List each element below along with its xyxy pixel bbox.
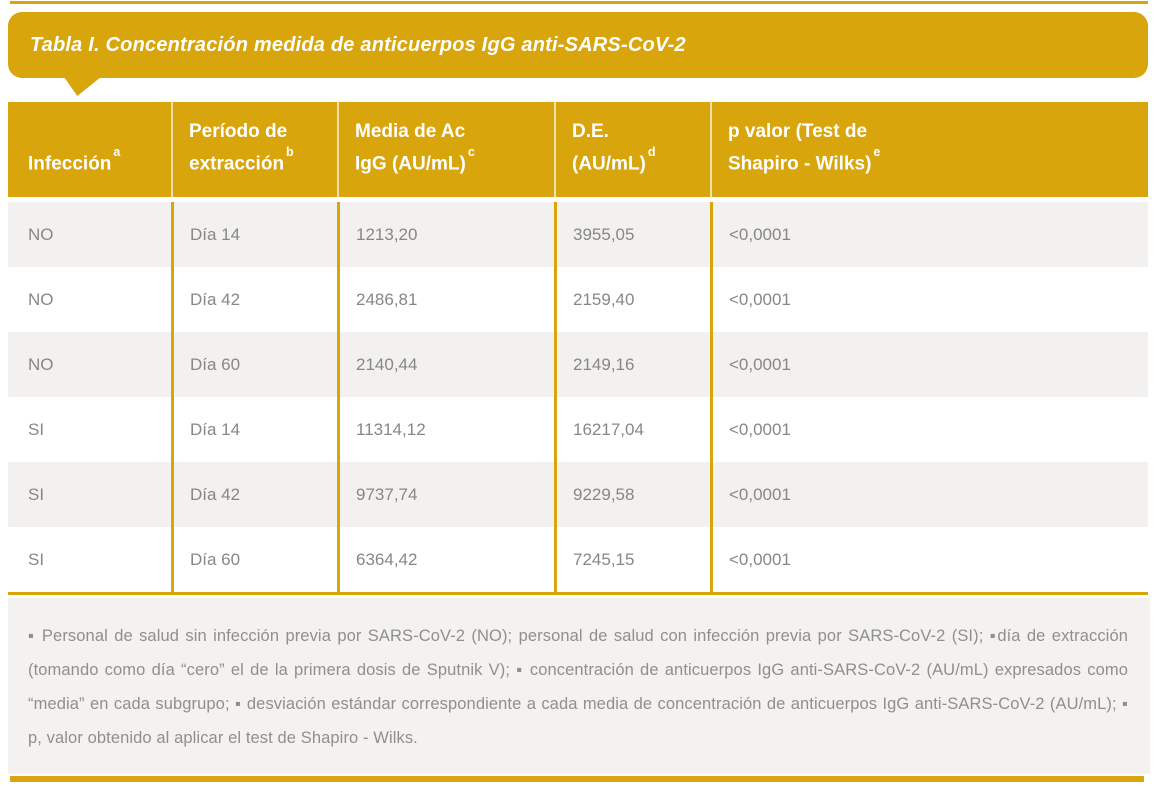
column-header-de: D.E. (AU/mL)d [554, 102, 710, 197]
table-cell: SI [28, 419, 45, 439]
table-cell: 2486,81 [337, 267, 554, 332]
table-cell: <0,0001 [710, 332, 1148, 397]
table-row: SI Día 14 11314,12 16217,04 <0,0001 [8, 397, 1148, 462]
table-cell: <0,0001 [710, 202, 1148, 267]
table-cell: NO [28, 354, 54, 374]
table-row: NO Día 14 1213,20 3955,05 <0,0001 [8, 202, 1148, 267]
column-header-p-valor: p valor (Test de Shapiro - Wilks)e [710, 102, 1148, 197]
superscript-c: c [467, 144, 475, 159]
table-cell: Día 60 [171, 332, 337, 397]
table-row: SI Día 60 6364,42 7245,15 <0,0001 [8, 527, 1148, 592]
table-cell: Día 14 [171, 202, 337, 267]
table-body: NO Día 14 1213,20 3955,05 <0,0001 NO Día… [8, 202, 1148, 592]
column-header-label: Infeccióna [28, 144, 121, 174]
column-header-label: D.E. (AU/mL)d [572, 120, 656, 174]
table-cell: SI [28, 549, 45, 569]
footnotes-panel: ▪ Personal de salud sin infección previa… [8, 598, 1150, 774]
table-cell: 2140,44 [337, 332, 554, 397]
table-cell: 9229,58 [554, 462, 710, 527]
table-cell: 11314,12 [337, 397, 554, 462]
column-header-infeccion: Infeccióna [8, 102, 171, 197]
top-rule [10, 1, 1148, 4]
table-cell: Día 60 [171, 527, 337, 592]
footnotes-text: ▪ Personal de salud sin infección previa… [28, 627, 1128, 747]
column-header-label: Período de extracciónb [189, 120, 294, 174]
bottom-rule [10, 776, 1144, 782]
table-row: NO Día 42 2486,81 2159,40 <0,0001 [8, 267, 1148, 332]
title-banner: Tabla I. Concentración medida de anticue… [8, 12, 1148, 78]
table-cell: <0,0001 [710, 462, 1148, 527]
table-cell: <0,0001 [710, 527, 1148, 592]
table-cell: 6364,42 [337, 527, 554, 592]
banner-tail [64, 77, 101, 96]
table-cell: 3955,05 [554, 202, 710, 267]
table-bottom-rule [8, 592, 1148, 595]
column-header-label: Media de Ac IgG (AU/mL)c [355, 120, 475, 174]
table-cell: 2149,16 [554, 332, 710, 397]
table-row: NO Día 60 2140,44 2149,16 <0,0001 [8, 332, 1148, 397]
superscript-a: a [113, 144, 121, 159]
column-header-periodo-extraccion: Período de extracciónb [171, 102, 337, 197]
table-cell: Día 42 [171, 267, 337, 332]
table-title: Tabla I. Concentración medida de anticue… [30, 33, 686, 56]
column-header-media-ac-igg: Media de Ac IgG (AU/mL)c [337, 102, 554, 197]
table-cell: Día 42 [171, 462, 337, 527]
table-cell: <0,0001 [710, 267, 1148, 332]
table-cell: NO [28, 224, 54, 244]
table-cell: 7245,15 [554, 527, 710, 592]
column-header-label: p valor (Test de Shapiro - Wilks)e [728, 120, 881, 174]
superscript-e: e [873, 144, 881, 159]
table-cell: 2159,40 [554, 267, 710, 332]
table-cell: NO [28, 289, 54, 309]
superscript-d: d [647, 144, 656, 159]
table-cell: 16217,04 [554, 397, 710, 462]
table-cell: Día 14 [171, 397, 337, 462]
table-cell: <0,0001 [710, 397, 1148, 462]
table-cell: 1213,20 [337, 202, 554, 267]
table-cell: 9737,74 [337, 462, 554, 527]
table-header: Infeccióna Período de extracciónb Media … [8, 102, 1148, 197]
table-row: SI Día 42 9737,74 9229,58 <0,0001 [8, 462, 1148, 527]
superscript-b: b [286, 144, 294, 159]
table-cell: SI [28, 484, 45, 504]
